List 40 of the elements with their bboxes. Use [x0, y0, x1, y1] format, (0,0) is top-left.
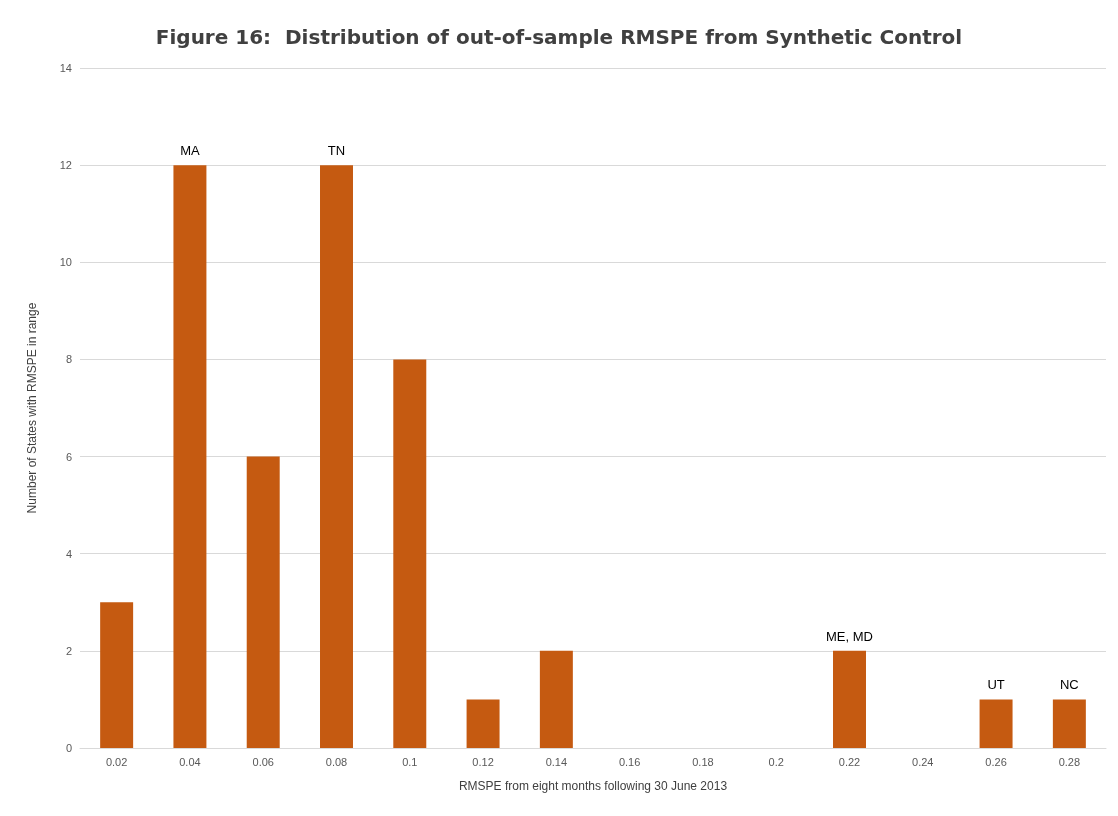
- bar: [979, 699, 1013, 748]
- bar: [539, 650, 573, 748]
- annotation: TN: [327, 143, 346, 159]
- y-tick-label: 12: [59, 159, 72, 172]
- annotation: NC: [1059, 677, 1079, 693]
- x-tick-label: 0.2: [768, 755, 784, 768]
- x-tick-label: 0.18: [692, 755, 714, 768]
- bar: [466, 699, 500, 748]
- x-tick-label: 0.26: [985, 755, 1007, 768]
- x-tick-label: 0.04: [179, 755, 201, 768]
- y-tick-label: 14: [59, 62, 72, 74]
- bar: [320, 165, 353, 748]
- bar: [246, 456, 280, 748]
- y-axis-title: Number of States with RMSPE in range: [25, 302, 39, 514]
- y-tick-label: 4: [65, 547, 72, 560]
- y-tick-label: 8: [65, 353, 72, 366]
- y-tick-label: 0: [65, 742, 72, 754]
- x-tick-label: 0.14: [545, 755, 568, 768]
- bar: [100, 602, 134, 748]
- x-tick-label: 0.28: [1058, 755, 1081, 768]
- x-tick-label: 0.08: [325, 755, 348, 768]
- x-tick-label: 0.1: [402, 755, 418, 768]
- annotation: UT: [987, 677, 1005, 693]
- y-tick-label: 6: [65, 450, 72, 463]
- annotation: MA: [180, 143, 201, 159]
- x-tick-label: 0.16: [618, 755, 641, 768]
- x-tick-label: 0.12: [472, 755, 494, 768]
- chart-title: Figure 16: Distribution of out-of-sample RMSPE from Synthetic Control: [155, 25, 963, 49]
- y-tick-label: 10: [59, 256, 72, 269]
- x-axis-title: RMSPE from eight months following 30 June 2013: [458, 779, 728, 793]
- x-tick-label: 0.06: [252, 755, 274, 768]
- bar: [393, 359, 427, 748]
- bar: [173, 165, 207, 748]
- bar: [833, 650, 866, 748]
- y-tick-label: 2: [65, 644, 72, 657]
- annotation: ME, MD: [826, 628, 873, 644]
- x-tick-label: 0.22: [838, 755, 861, 768]
- x-tick-label: 0.02: [105, 755, 128, 768]
- bar: [1052, 699, 1086, 748]
- x-tick-label: 0.24: [912, 755, 934, 768]
